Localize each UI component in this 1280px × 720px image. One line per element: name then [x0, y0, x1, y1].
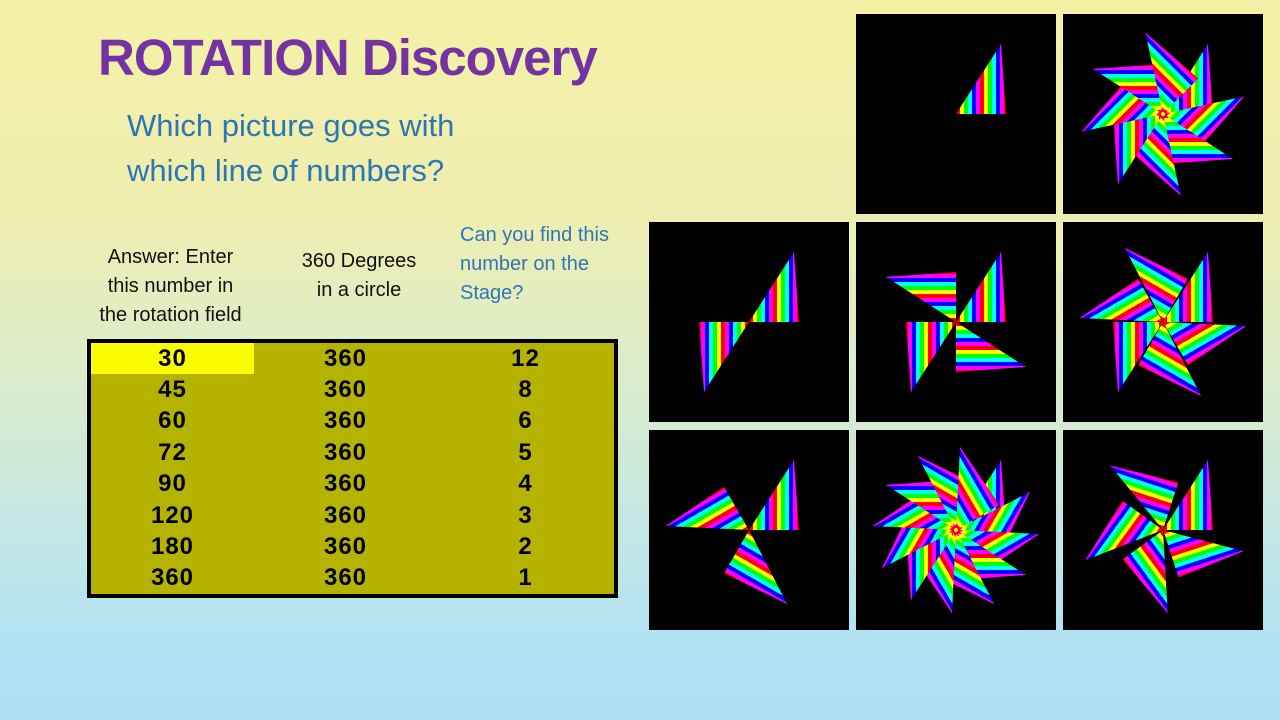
pinwheel-center-dot	[1158, 109, 1168, 119]
table-cell: 360	[323, 470, 368, 498]
picture-grid	[649, 14, 1263, 630]
column-header-degrees: 360 Degrees in a circle	[301, 250, 417, 301]
table-row: 90 360 4	[91, 469, 614, 500]
column-header-answer: Answer: Enter this number in the rotatio…	[99, 246, 242, 326]
table-cell: 30	[91, 343, 254, 375]
table-cell: 5	[518, 438, 533, 466]
pinwheel-arm	[906, 322, 956, 392]
table-cell: 360	[323, 532, 368, 560]
table-cell: 72	[158, 438, 187, 466]
subtitle-question: Which picture goes with which line of nu…	[127, 108, 455, 188]
table-cell: 360	[323, 407, 368, 435]
table-row: 45 360 8	[91, 374, 614, 405]
table-cell: 60	[158, 407, 187, 435]
rotation-picture-30-degrees	[856, 430, 1056, 630]
pinwheel-arm	[699, 322, 749, 392]
pinwheel-arm	[956, 44, 1006, 114]
rotation-picture-72-degrees	[1063, 430, 1263, 630]
table-row: 72 360 5	[91, 437, 614, 468]
pinwheel-arm	[749, 460, 799, 530]
table-cell: 6	[518, 407, 533, 435]
table-row: 120 360 3	[91, 500, 614, 531]
rotation-table: 30 360 12 45 360 8 60 360 6 72 360 5 90 360 4 120 360 3 18…	[87, 339, 618, 598]
table-row: 180 360 2	[91, 531, 614, 562]
table-cell: 3	[518, 501, 533, 529]
table-cell: 360	[323, 376, 368, 404]
pinwheel-center-dot	[951, 525, 961, 535]
column-header-stage-question: Can you find this number on the Stage?	[460, 224, 609, 304]
table-cell: 180	[150, 532, 195, 560]
table-cell: 12	[511, 344, 540, 372]
rotation-picture-45-degrees	[1063, 14, 1263, 214]
table-cell: 8	[518, 376, 533, 404]
page-title: ROTATION Discovery	[98, 29, 598, 86]
table-cell: 360	[323, 438, 368, 466]
table-row: 30 360 12	[91, 343, 614, 375]
rotation-picture-120-degrees	[649, 430, 849, 630]
rotation-picture-180-degrees	[649, 222, 849, 422]
table-cell: 360	[323, 344, 368, 372]
table-cell: 90	[158, 470, 187, 498]
pinwheel-arm	[956, 322, 1026, 372]
table-cell: 1	[518, 564, 533, 592]
table-cell: 2	[518, 532, 533, 560]
table-cell: 4	[518, 470, 533, 498]
rotation-picture-360-degrees	[856, 14, 1056, 214]
rotation-picture-90-degrees	[856, 222, 1056, 422]
rotation-picture-60-degrees	[1063, 222, 1263, 422]
pinwheel-arm	[724, 530, 810, 608]
pinwheel-arm	[749, 252, 799, 322]
table-cell: 360	[150, 564, 195, 592]
table-cell: 360	[323, 501, 368, 529]
table-row: 60 360 6	[91, 406, 614, 437]
table-cell: 360	[323, 564, 368, 592]
table-row: 360 360 1	[91, 563, 614, 594]
table-cell: 120	[150, 501, 195, 529]
table-cell: 45	[158, 376, 187, 404]
pinwheel-arm	[956, 252, 1006, 322]
pinwheel-arm	[886, 272, 956, 322]
